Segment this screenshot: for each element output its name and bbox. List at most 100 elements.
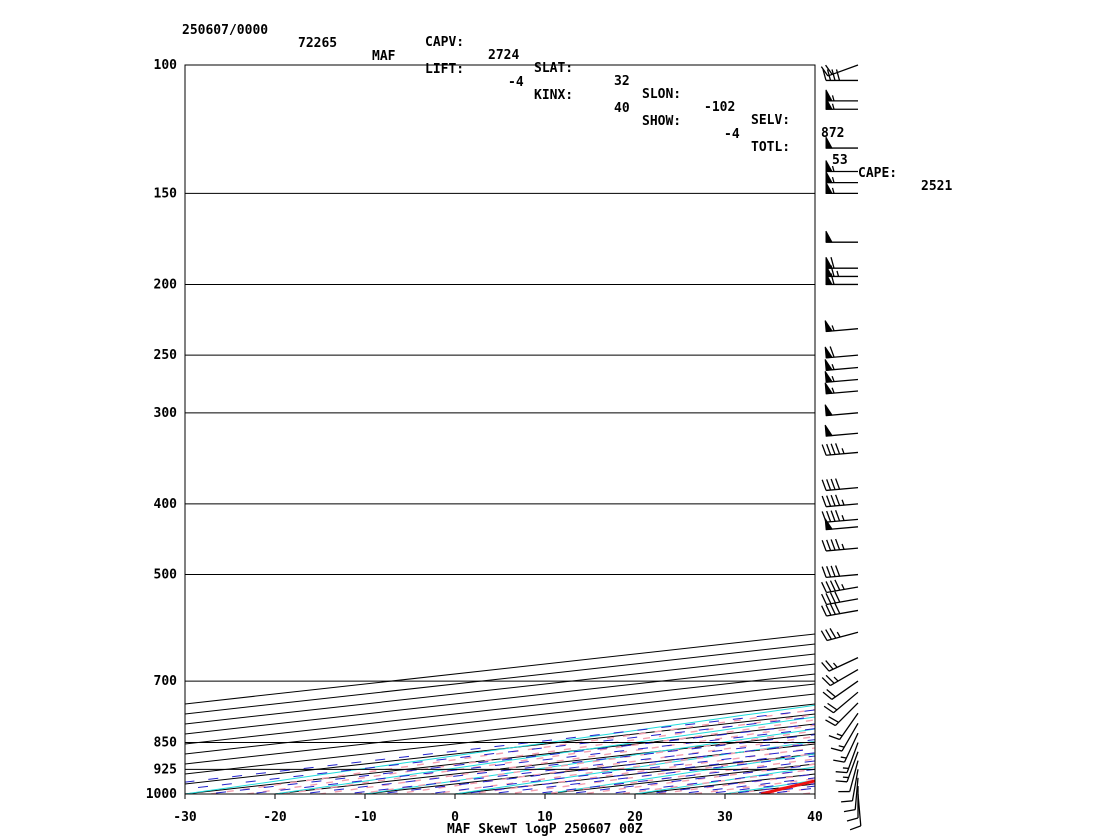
- wind-barb: [821, 443, 859, 456]
- mixing-ratio-line: [373, 742, 815, 794]
- wind-barb: [821, 510, 859, 523]
- isotherm-line: [185, 653, 815, 725]
- wind-barb: [843, 777, 859, 813]
- dry-adiabat-line: [541, 753, 815, 794]
- y-tick-label: 500: [154, 568, 178, 583]
- mixing-ratio-line: [673, 777, 815, 794]
- slon-label: SLON:: [642, 87, 682, 102]
- x-tick-label: -10: [353, 810, 377, 825]
- station-id-text: 72265: [298, 36, 338, 51]
- isotherm-line: [270, 733, 815, 794]
- dry-adiabat-line: [451, 740, 815, 794]
- header-row-2: CAPV: 2724 SLAT: 32 SLON: -102 SELV: 872: [182, 23, 844, 140]
- chart-footer-title: MAF SkewT logP 250607 00Z: [447, 822, 643, 837]
- mixing-ratio-line: [340, 739, 815, 794]
- moist-adiabat-line: [205, 708, 815, 794]
- moist-adiabat-line: [241, 713, 815, 794]
- wind-barb: [825, 136, 858, 149]
- isotherm-line: [185, 643, 815, 715]
- slat-value: 32: [614, 74, 630, 89]
- isotherm-line: [185, 703, 815, 775]
- mixing-ratio-line: [743, 785, 815, 794]
- moist-adiabat-line: [463, 747, 815, 794]
- y-tick-label: 250: [154, 348, 178, 363]
- show-label: SHOW:: [642, 114, 682, 129]
- totl-value: 53: [832, 153, 848, 168]
- wind-barb: [841, 769, 859, 803]
- mixing-ratio-line: [700, 780, 815, 794]
- wind-barb: [825, 89, 858, 102]
- mixing-ratio-line: [421, 748, 815, 794]
- x-tick-label: 20: [627, 810, 643, 825]
- totl-label: TOTL:: [751, 140, 791, 155]
- selv-label: SELV:: [751, 113, 791, 128]
- moist-adiabat-line: [352, 730, 815, 794]
- mixing-ratio-line: [761, 787, 815, 794]
- x-tick-label: -20: [263, 810, 287, 825]
- capv-label: CAPV:: [425, 35, 465, 50]
- wind-barb: [821, 657, 859, 672]
- show-value: -4: [724, 127, 740, 142]
- mixing-ratio-line: [561, 764, 815, 794]
- dry-adiabat-line: [989, 65, 1120, 809]
- wind-barb: [820, 628, 859, 642]
- wind-barb: [825, 702, 859, 727]
- x-tick-label: 40: [807, 810, 823, 825]
- moist-adiabat-line: [723, 782, 815, 794]
- moist-adiabat-line: [760, 787, 815, 794]
- mixing-ratio-line: [243, 728, 815, 794]
- moist-adiabat-line: [278, 719, 815, 794]
- x-tick-label: -30: [173, 810, 197, 825]
- wind-barb: [825, 160, 858, 173]
- dewpoint-profile-line: [826, 65, 1120, 769]
- y-tick-label: 400: [154, 497, 178, 512]
- isotherm-line: [720, 783, 815, 794]
- dry-adiabat-line: [898, 65, 1120, 809]
- wind-barb: [828, 712, 859, 741]
- x-tick-label: 10: [537, 810, 553, 825]
- kinx-value: 40: [614, 101, 630, 116]
- wind-barb: [821, 478, 859, 492]
- isotherm-line: [185, 673, 815, 745]
- station-text: MAF: [372, 49, 396, 64]
- wind-barb: [825, 230, 858, 243]
- isotherm-line: [766, 65, 1120, 809]
- lift-value: -4: [508, 75, 524, 90]
- mixing-ratio-line: [202, 723, 815, 794]
- wind-barb: [825, 256, 858, 269]
- y-tick-label: 300: [154, 406, 178, 421]
- wind-barb: [821, 565, 859, 578]
- wind-barb: [822, 680, 859, 700]
- isotherm-line: [360, 743, 815, 794]
- wind-barb: [835, 751, 859, 783]
- wind-barb: [821, 579, 859, 594]
- moist-adiabat-line: [389, 735, 815, 794]
- dry-adiabat-line: [271, 716, 815, 794]
- moist-adiabat-line: [538, 758, 815, 794]
- wind-barb: [824, 371, 859, 383]
- wind-barb: [849, 793, 862, 831]
- wind-barb: [838, 760, 859, 793]
- wind-barb: [825, 182, 858, 195]
- y-tick-label: 150: [154, 186, 178, 201]
- y-tick-label: 925: [154, 762, 177, 777]
- lift-label: LIFT:: [425, 62, 465, 77]
- mixing-ratio-line: [484, 755, 815, 794]
- wind-barb: [821, 603, 859, 617]
- y-tick-label: 1000: [146, 787, 177, 802]
- moist-adiabat-line: [687, 778, 815, 794]
- isotherm-line: [185, 663, 815, 735]
- isotherm-line: [185, 633, 815, 705]
- cape-value: 2521: [921, 179, 953, 194]
- wind-barb: [824, 320, 859, 333]
- x-tick-label: 30: [717, 810, 733, 825]
- isotherm-line: [185, 713, 815, 785]
- slon-value: -102: [704, 100, 736, 115]
- wind-barb: [821, 591, 859, 606]
- mixing-ratio-line: [456, 752, 815, 794]
- dry-adiabat-line: [807, 65, 1120, 809]
- dry-adiabat-line: [1081, 65, 1120, 809]
- cape-label: CAPE:: [858, 166, 898, 181]
- isotherm-line: [185, 723, 815, 794]
